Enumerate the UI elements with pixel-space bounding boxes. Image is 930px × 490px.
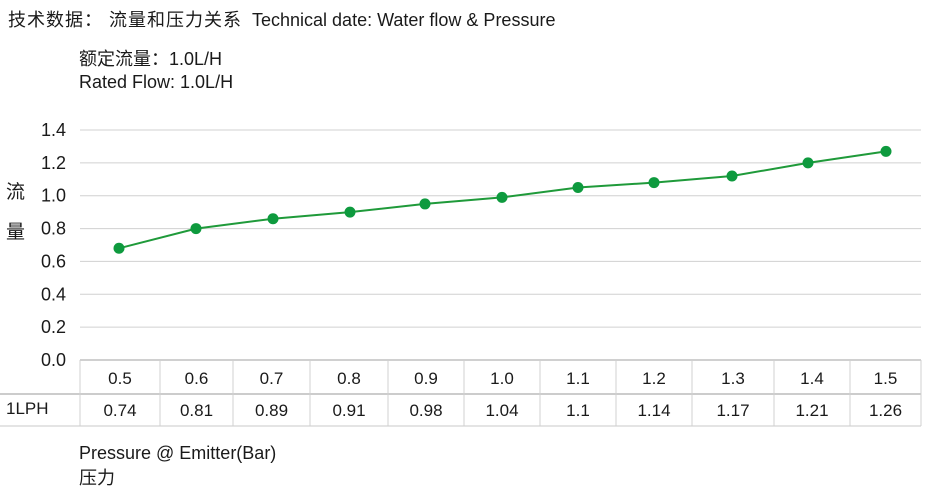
series-row-label: 1LPH xyxy=(6,399,49,418)
data-point xyxy=(344,206,356,218)
title-chinese: 技术数据： 流量和压力关系 xyxy=(8,10,242,30)
data-point xyxy=(802,157,814,169)
rated-flow-chinese: 额定流量：1.0L/H xyxy=(79,49,223,69)
x-tick-label: 0.5 xyxy=(108,369,132,388)
x-axis-label-english: Pressure @ Emitter(Bar) xyxy=(79,443,277,463)
data-point xyxy=(190,223,202,235)
data-point xyxy=(267,213,279,225)
x-tick-label: 1.1 xyxy=(566,369,590,388)
data-label: 0.89 xyxy=(255,401,288,420)
y-tick-label: 0.4 xyxy=(41,284,66,304)
data-point xyxy=(496,191,508,203)
data-label: 1.14 xyxy=(637,401,670,420)
x-tick-label: 1.4 xyxy=(800,369,824,388)
x-tick-label: 1.3 xyxy=(721,369,745,388)
y-tick-label: 1.4 xyxy=(41,120,66,140)
x-tick-label: 0.9 xyxy=(414,369,438,388)
data-point xyxy=(726,170,738,182)
x-tick-label: 1.2 xyxy=(642,369,666,388)
x-tick-label: 1.5 xyxy=(874,369,898,388)
data-point xyxy=(419,198,431,210)
data-point xyxy=(648,177,660,189)
title-english: Technical date: Water flow & Pressure xyxy=(252,10,556,30)
y-tick-label: 0.0 xyxy=(41,350,66,370)
y-tick-label: 0.6 xyxy=(41,251,66,271)
data-label: 0.81 xyxy=(180,401,213,420)
x-axis-label-chinese: 压力 xyxy=(79,468,115,488)
data-point xyxy=(113,242,125,254)
data-point xyxy=(880,145,892,157)
rated-flow-english: Rated Flow: 1.0L/H xyxy=(79,72,234,92)
y-tick-label: 0.2 xyxy=(41,317,66,337)
y-tick-label: 1.0 xyxy=(41,186,66,206)
data-point xyxy=(572,182,584,193)
x-tick-label: 0.6 xyxy=(185,369,209,388)
x-tick-label: 0.7 xyxy=(260,369,284,388)
data-label: 1.1 xyxy=(566,401,590,420)
y-axis-label-char-2: 量 xyxy=(6,222,26,243)
data-label: 1.21 xyxy=(795,401,828,420)
data-label: 0.91 xyxy=(332,401,365,420)
chart-title: 技术数据： 流量和压力关系 Technical date: Water flow … xyxy=(8,6,555,32)
data-label: 0.98 xyxy=(409,401,442,420)
data-label: 1.26 xyxy=(869,401,902,420)
data-label: 1.04 xyxy=(485,401,518,420)
data-label: 1.17 xyxy=(716,401,749,420)
y-tick-label: 1.2 xyxy=(41,153,66,173)
data-label: 0.74 xyxy=(103,401,136,420)
x-tick-label: 1.0 xyxy=(490,369,514,388)
y-tick-label: 0.8 xyxy=(41,219,66,239)
y-axis-label-char-1: 流 xyxy=(6,182,26,203)
x-tick-label: 0.8 xyxy=(337,369,361,388)
